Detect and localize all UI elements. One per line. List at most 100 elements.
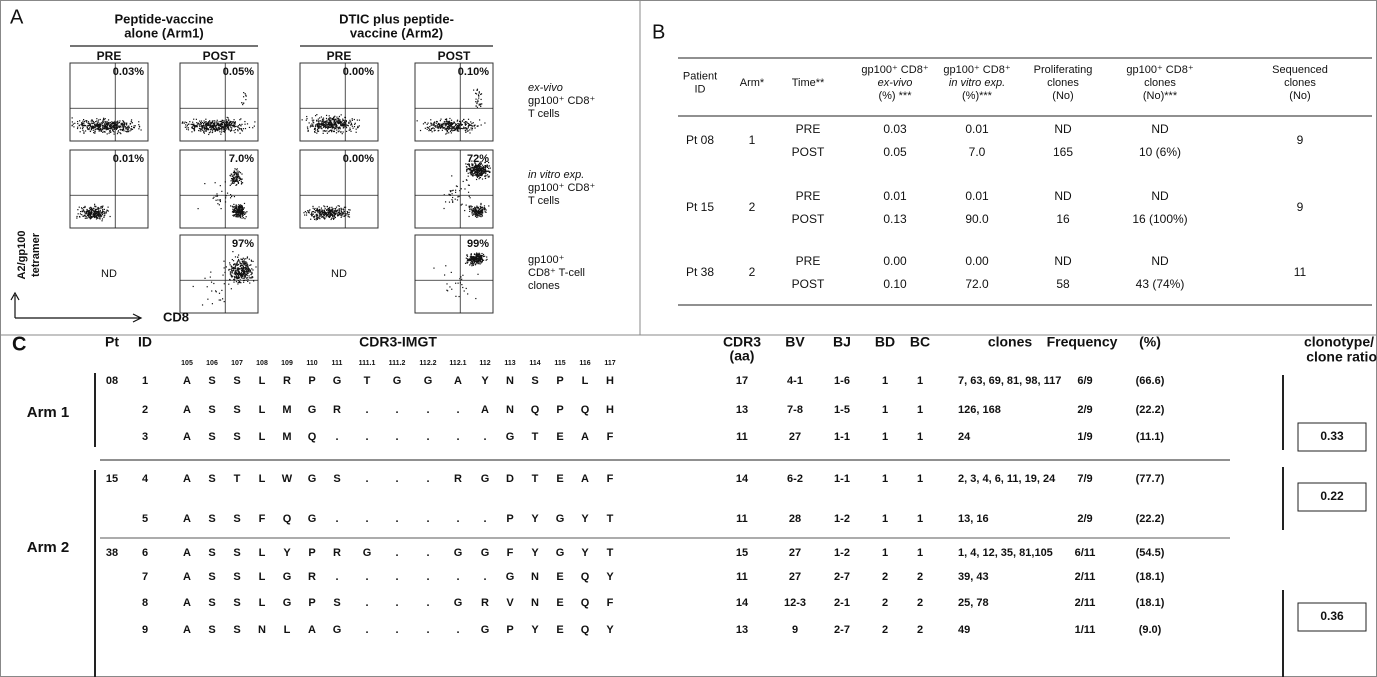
event-dot <box>433 123 435 125</box>
event-dot <box>90 207 93 209</box>
event-dot <box>219 185 221 187</box>
event-dot <box>330 218 332 221</box>
event-dot <box>463 118 465 121</box>
event-dot <box>475 166 478 168</box>
event-dot <box>88 210 90 212</box>
column-header: (No) <box>1052 90 1073 102</box>
event-dot <box>484 161 486 164</box>
event-dot <box>465 128 467 130</box>
event-dot <box>206 127 208 129</box>
event-dot <box>436 124 438 126</box>
event-dot <box>345 214 347 217</box>
event-dot <box>246 268 248 270</box>
event-dot <box>219 124 221 127</box>
event-dot <box>333 127 335 129</box>
event-dot <box>480 210 483 212</box>
residue: . <box>395 404 398 416</box>
event-dot <box>93 207 95 209</box>
event-dot <box>218 123 220 125</box>
event-dot <box>480 207 482 209</box>
event-dot <box>242 102 244 104</box>
event-dot <box>236 208 238 210</box>
event-dot <box>470 168 472 170</box>
residue: . <box>395 624 398 636</box>
position: 111 <box>332 360 343 367</box>
event-dot <box>90 129 93 131</box>
event-dot <box>230 124 232 126</box>
bj: 1-5 <box>834 404 850 416</box>
residue: S <box>233 375 240 387</box>
event-dot <box>235 275 237 277</box>
event-dot <box>104 127 106 130</box>
event-dot <box>240 207 243 209</box>
event-dot <box>117 120 119 122</box>
percent-label: 97% <box>232 238 254 250</box>
event-dot <box>448 124 451 127</box>
row-label: T cells <box>528 195 560 207</box>
event-dot <box>451 123 453 125</box>
event-dot <box>331 208 333 210</box>
event-dot <box>332 212 335 214</box>
event-dot <box>200 125 202 127</box>
event-dot <box>485 211 487 213</box>
event-dot <box>240 178 243 180</box>
bj: 1-2 <box>834 513 850 525</box>
event-dot <box>238 263 240 266</box>
event-dot <box>327 214 330 216</box>
residue: A <box>183 431 191 443</box>
event-dot <box>92 125 95 127</box>
event-dot <box>474 211 476 213</box>
residue: E <box>556 624 563 636</box>
column-header: (%)*** <box>962 90 993 102</box>
event-dot <box>92 126 94 128</box>
event-dot <box>234 256 237 258</box>
residue: V <box>506 597 514 609</box>
event-dot <box>109 129 111 132</box>
event-dot <box>310 124 312 126</box>
plot-frame <box>414 62 494 142</box>
event-dot <box>91 209 93 211</box>
event-dot <box>200 130 202 132</box>
event-dot <box>85 124 87 127</box>
event-dot <box>192 285 194 288</box>
event-dot <box>219 200 221 203</box>
event-dot <box>220 125 222 127</box>
event-dot <box>232 210 235 213</box>
event-dot <box>230 180 232 182</box>
plot-frame <box>414 234 494 314</box>
event-dot <box>242 217 245 219</box>
event-dot <box>238 211 240 213</box>
event-dot <box>120 129 122 131</box>
event-dot <box>238 272 240 274</box>
event-dot <box>481 173 484 175</box>
event-dot <box>221 124 223 126</box>
event-dot <box>237 209 239 211</box>
event-dot <box>107 124 109 127</box>
event-dot <box>436 125 438 127</box>
event-dot <box>470 209 472 211</box>
event-dot <box>248 267 250 270</box>
event-dot <box>309 126 311 128</box>
event-dot <box>71 121 73 123</box>
event-dot <box>249 270 252 272</box>
event-dot <box>239 281 241 283</box>
event-dot <box>325 126 328 128</box>
event-dot <box>99 128 101 130</box>
event-dot <box>478 256 480 258</box>
event-dot <box>101 122 104 124</box>
event-dot <box>218 127 220 129</box>
event-dot <box>347 125 349 127</box>
event-dot <box>253 125 255 127</box>
event-dot <box>119 120 121 122</box>
cdr3-length: 17 <box>736 375 748 387</box>
event-dot <box>321 213 323 215</box>
event-dot <box>196 125 198 128</box>
event-dot <box>430 127 433 130</box>
event-dot <box>477 170 479 172</box>
event-dot <box>478 103 480 105</box>
event-dot <box>113 126 115 129</box>
residue: . <box>456 624 459 636</box>
event-dot <box>233 208 236 211</box>
event-dot <box>112 129 114 132</box>
event-dot <box>457 125 460 128</box>
